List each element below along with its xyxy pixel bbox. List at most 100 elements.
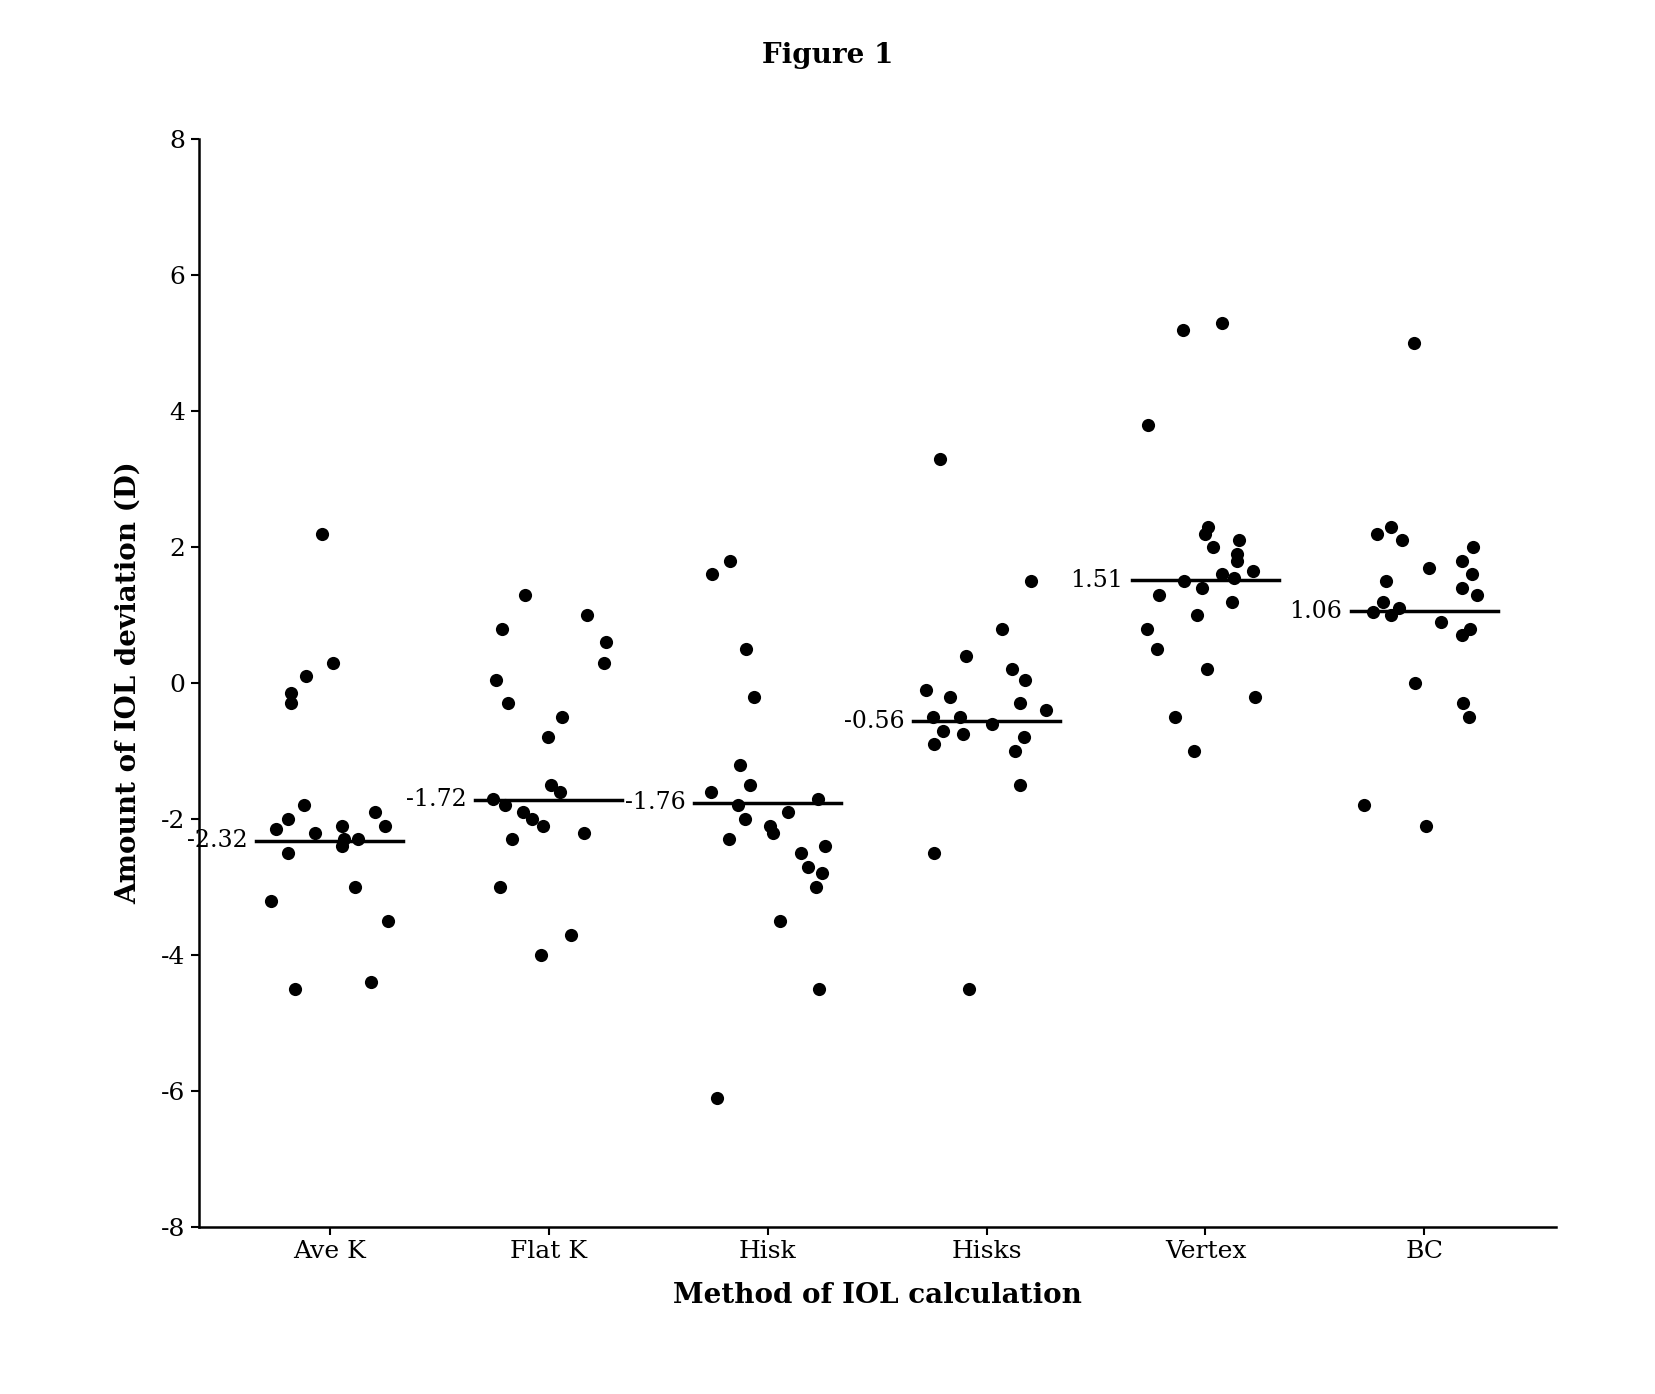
Point	[1460, 535, 1486, 558]
Point	[511, 584, 538, 606]
Point	[988, 618, 1015, 640]
Point	[922, 842, 948, 864]
Point	[1372, 570, 1398, 592]
Point	[1379, 604, 1405, 626]
Point	[1162, 705, 1188, 728]
Point	[775, 802, 801, 824]
Point	[1195, 516, 1221, 538]
Point	[558, 923, 584, 945]
Point	[727, 753, 753, 775]
Point	[301, 821, 328, 843]
Point	[1001, 740, 1028, 763]
Point	[498, 828, 525, 850]
Point	[1450, 693, 1476, 715]
Point	[1359, 601, 1385, 623]
X-axis label: Method of IOL calculation: Method of IOL calculation	[672, 1282, 1082, 1309]
Point	[1463, 584, 1490, 606]
Point	[947, 705, 973, 728]
Point	[930, 719, 957, 742]
Point	[794, 856, 821, 878]
Point	[1364, 523, 1390, 545]
Point	[490, 618, 516, 640]
Point	[1428, 611, 1455, 633]
Point	[736, 774, 763, 796]
Point	[703, 1086, 730, 1108]
Point	[957, 977, 983, 999]
Point	[346, 828, 372, 850]
Point	[1182, 740, 1208, 763]
Point	[733, 638, 760, 661]
Point	[275, 807, 301, 829]
Point	[717, 828, 743, 850]
Point	[1223, 542, 1250, 565]
Point	[331, 828, 357, 850]
Point	[1455, 705, 1481, 728]
Point	[1170, 570, 1197, 592]
Point	[495, 693, 521, 715]
Point	[1218, 591, 1245, 613]
Point	[1135, 414, 1162, 436]
Point	[1350, 795, 1377, 817]
Point	[1183, 604, 1210, 626]
Point	[308, 523, 334, 545]
Point	[357, 970, 384, 993]
Point	[480, 788, 506, 810]
Point	[725, 795, 751, 817]
Point	[1225, 549, 1251, 572]
Point	[698, 563, 725, 585]
Point	[1011, 726, 1038, 749]
Point	[278, 682, 305, 704]
Point	[374, 910, 401, 933]
Point	[1402, 672, 1428, 694]
Point	[914, 679, 940, 701]
Point	[319, 651, 346, 673]
Point	[808, 861, 834, 884]
Point	[1402, 332, 1428, 354]
Point	[1370, 591, 1397, 613]
Point	[329, 835, 356, 857]
Point	[1144, 638, 1170, 661]
Point	[1011, 669, 1038, 691]
Point	[804, 788, 831, 810]
Point	[592, 631, 619, 654]
Point	[1448, 625, 1475, 647]
Y-axis label: Amount of IOL deviation (D): Amount of IOL deviation (D)	[114, 461, 142, 905]
Point	[937, 686, 963, 708]
Point	[760, 821, 786, 843]
Point	[1006, 774, 1033, 796]
Point	[1200, 535, 1226, 558]
Point	[591, 651, 617, 673]
Point	[546, 781, 573, 803]
Point	[1389, 530, 1415, 552]
Point	[329, 814, 356, 836]
Point	[510, 802, 536, 824]
Point	[549, 705, 576, 728]
Point	[1220, 566, 1246, 588]
Point	[1210, 563, 1236, 585]
Point	[343, 875, 369, 898]
Point	[492, 795, 518, 817]
Point	[1377, 516, 1403, 538]
Point	[571, 821, 597, 843]
Point	[1188, 577, 1215, 599]
Point	[922, 733, 948, 756]
Point	[1006, 693, 1033, 715]
Point	[1460, 563, 1486, 585]
Point	[1385, 597, 1412, 619]
Point	[372, 814, 399, 836]
Point	[788, 842, 814, 864]
Point	[263, 818, 290, 841]
Point	[813, 835, 839, 857]
Text: 1.06: 1.06	[1289, 599, 1342, 623]
Point	[1018, 570, 1044, 592]
Point	[766, 910, 793, 933]
Point	[1170, 318, 1197, 340]
Point	[258, 889, 285, 912]
Point	[1456, 618, 1483, 640]
Point	[520, 807, 546, 829]
Point	[487, 875, 513, 898]
Point	[1145, 584, 1172, 606]
Text: -1.76: -1.76	[624, 792, 685, 814]
Point	[291, 795, 318, 817]
Text: Figure 1: Figure 1	[761, 42, 894, 68]
